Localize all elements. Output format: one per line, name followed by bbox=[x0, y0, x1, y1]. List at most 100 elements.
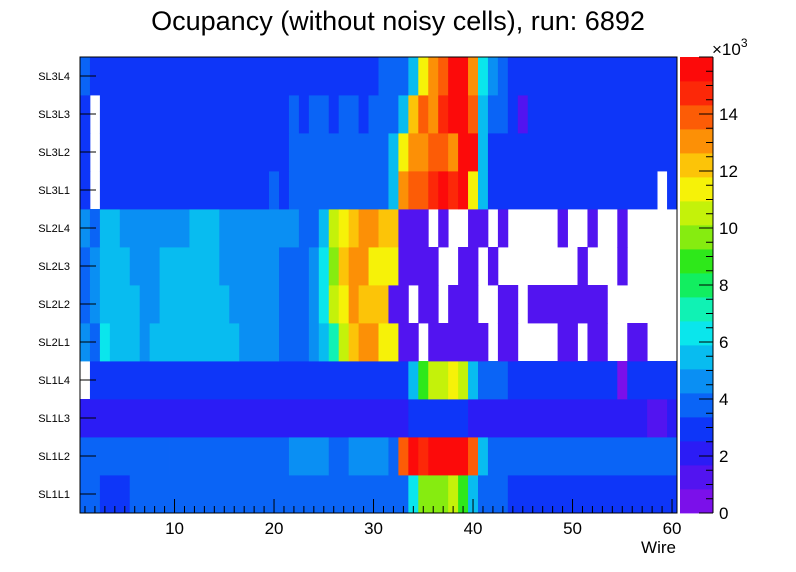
heatmap-cell bbox=[348, 247, 369, 286]
heatmap-cell bbox=[398, 323, 419, 362]
heatmap-cell bbox=[269, 171, 280, 210]
heatmap-cell bbox=[308, 323, 320, 362]
heatmap-cell bbox=[338, 285, 350, 324]
y-tick-label: SL1L2 bbox=[38, 451, 70, 463]
heatmap-cell bbox=[617, 361, 628, 400]
heatmap-cell bbox=[468, 95, 479, 134]
heatmap-cell bbox=[318, 323, 330, 362]
heatmap-cell bbox=[507, 361, 618, 400]
heatmap-cell bbox=[458, 475, 469, 514]
colorbar-band bbox=[680, 249, 713, 274]
heatmap-cell bbox=[487, 57, 499, 96]
heatmap-cell bbox=[418, 361, 429, 400]
colorbar-band bbox=[680, 417, 713, 442]
colorbar-band bbox=[680, 345, 713, 370]
x-axis: 10 20 30 40 50 60 bbox=[84, 499, 681, 538]
heatmap-cell bbox=[448, 171, 459, 210]
colorbar-exponent: 3 bbox=[741, 36, 748, 50]
heatmap-cell bbox=[388, 133, 399, 172]
heatmap-cell bbox=[318, 285, 330, 324]
heatmap-cell bbox=[398, 209, 429, 248]
heatmap-cell bbox=[497, 57, 509, 96]
heatmap-cell bbox=[408, 399, 469, 438]
heatmap-cell bbox=[487, 133, 678, 172]
heatmap-cell bbox=[348, 437, 389, 476]
heatmap-cell bbox=[468, 399, 648, 438]
heatmap-cell bbox=[219, 209, 300, 248]
heatmap-cell bbox=[517, 95, 529, 134]
heatmap-cell bbox=[298, 209, 320, 248]
heatmap-cell bbox=[378, 209, 399, 248]
colorbar-band bbox=[680, 489, 713, 514]
colorbar-band bbox=[680, 225, 713, 250]
heatmap-cell bbox=[288, 437, 330, 476]
colorbar-tick-label: 10 bbox=[719, 219, 738, 238]
colorbar-multiplier-base: ×10 bbox=[712, 40, 741, 59]
heatmap-cell bbox=[398, 95, 409, 134]
heatmap-cell bbox=[557, 323, 578, 362]
heatmap-cell bbox=[308, 95, 330, 134]
heatmap-cell bbox=[438, 95, 449, 134]
heatmap-cell bbox=[448, 57, 469, 96]
heatmap-cell bbox=[418, 285, 439, 324]
colorbar-band bbox=[680, 81, 713, 106]
heatmap-cell bbox=[99, 95, 290, 134]
heatmap-cell bbox=[358, 285, 389, 324]
heatmap-cell bbox=[288, 95, 300, 134]
heatmap-cell bbox=[438, 209, 449, 248]
heatmap-cell bbox=[99, 133, 290, 172]
heatmap-cell bbox=[468, 437, 479, 476]
heatmap-cell bbox=[318, 247, 330, 286]
heatmap-cell bbox=[408, 57, 419, 96]
heatmap-cell bbox=[478, 57, 489, 96]
heatmap-cell bbox=[358, 323, 379, 362]
heatmap-cell bbox=[279, 285, 310, 324]
colorbar-band bbox=[680, 321, 713, 346]
heatmap-cell bbox=[398, 437, 409, 476]
heatmap-cell bbox=[139, 285, 160, 324]
heatmap-cell bbox=[497, 209, 509, 248]
heatmap-cell bbox=[279, 323, 310, 362]
colorbar-tick-label: 0 bbox=[719, 504, 728, 523]
heatmap-cell bbox=[497, 323, 519, 362]
heatmap-cell bbox=[468, 361, 479, 400]
heatmap-cell bbox=[587, 323, 608, 362]
colorbar-band bbox=[680, 441, 713, 466]
heatmap-cell bbox=[487, 95, 499, 134]
heatmap-cell bbox=[159, 209, 190, 248]
x-tick-label: 40 bbox=[464, 519, 483, 538]
heatmap-cell bbox=[80, 399, 409, 438]
heatmap-cell bbox=[99, 247, 131, 286]
heatmap-cell bbox=[458, 171, 469, 210]
heatmap-cell bbox=[368, 95, 399, 134]
heatmap-cell bbox=[478, 95, 489, 134]
heatmap-cell bbox=[478, 361, 509, 400]
heatmap-cell bbox=[358, 95, 369, 134]
heatmap-cell bbox=[159, 247, 220, 286]
heatmap-cell bbox=[507, 57, 658, 96]
y-tick-label: SL2L3 bbox=[38, 261, 70, 273]
y-tick-label: SL3L1 bbox=[38, 185, 70, 197]
heatmap-cell bbox=[428, 361, 449, 400]
heatmap-cell bbox=[587, 209, 598, 248]
heatmap-cell bbox=[338, 323, 350, 362]
heatmap-cell bbox=[219, 247, 280, 286]
heatmap-cell bbox=[487, 171, 658, 210]
heatmap-cell bbox=[338, 247, 350, 286]
heatmap-cell bbox=[328, 209, 340, 248]
heatmap-cell bbox=[418, 57, 429, 96]
colorbar-band bbox=[680, 369, 713, 394]
heatmap-cell bbox=[358, 209, 379, 248]
heatmap-cell bbox=[627, 361, 678, 400]
heatmap-cell bbox=[348, 323, 359, 362]
heatmap-cell bbox=[438, 57, 449, 96]
colorbar-band bbox=[680, 201, 713, 226]
colorbar-band bbox=[680, 297, 713, 322]
colorbar-tick-label: 2 bbox=[719, 447, 728, 466]
x-tick-label: 50 bbox=[563, 519, 582, 538]
heatmap-cell bbox=[129, 247, 160, 286]
heatmap-cell bbox=[328, 437, 350, 476]
heatmap-cell bbox=[89, 361, 409, 400]
heatmap-cell bbox=[428, 57, 439, 96]
